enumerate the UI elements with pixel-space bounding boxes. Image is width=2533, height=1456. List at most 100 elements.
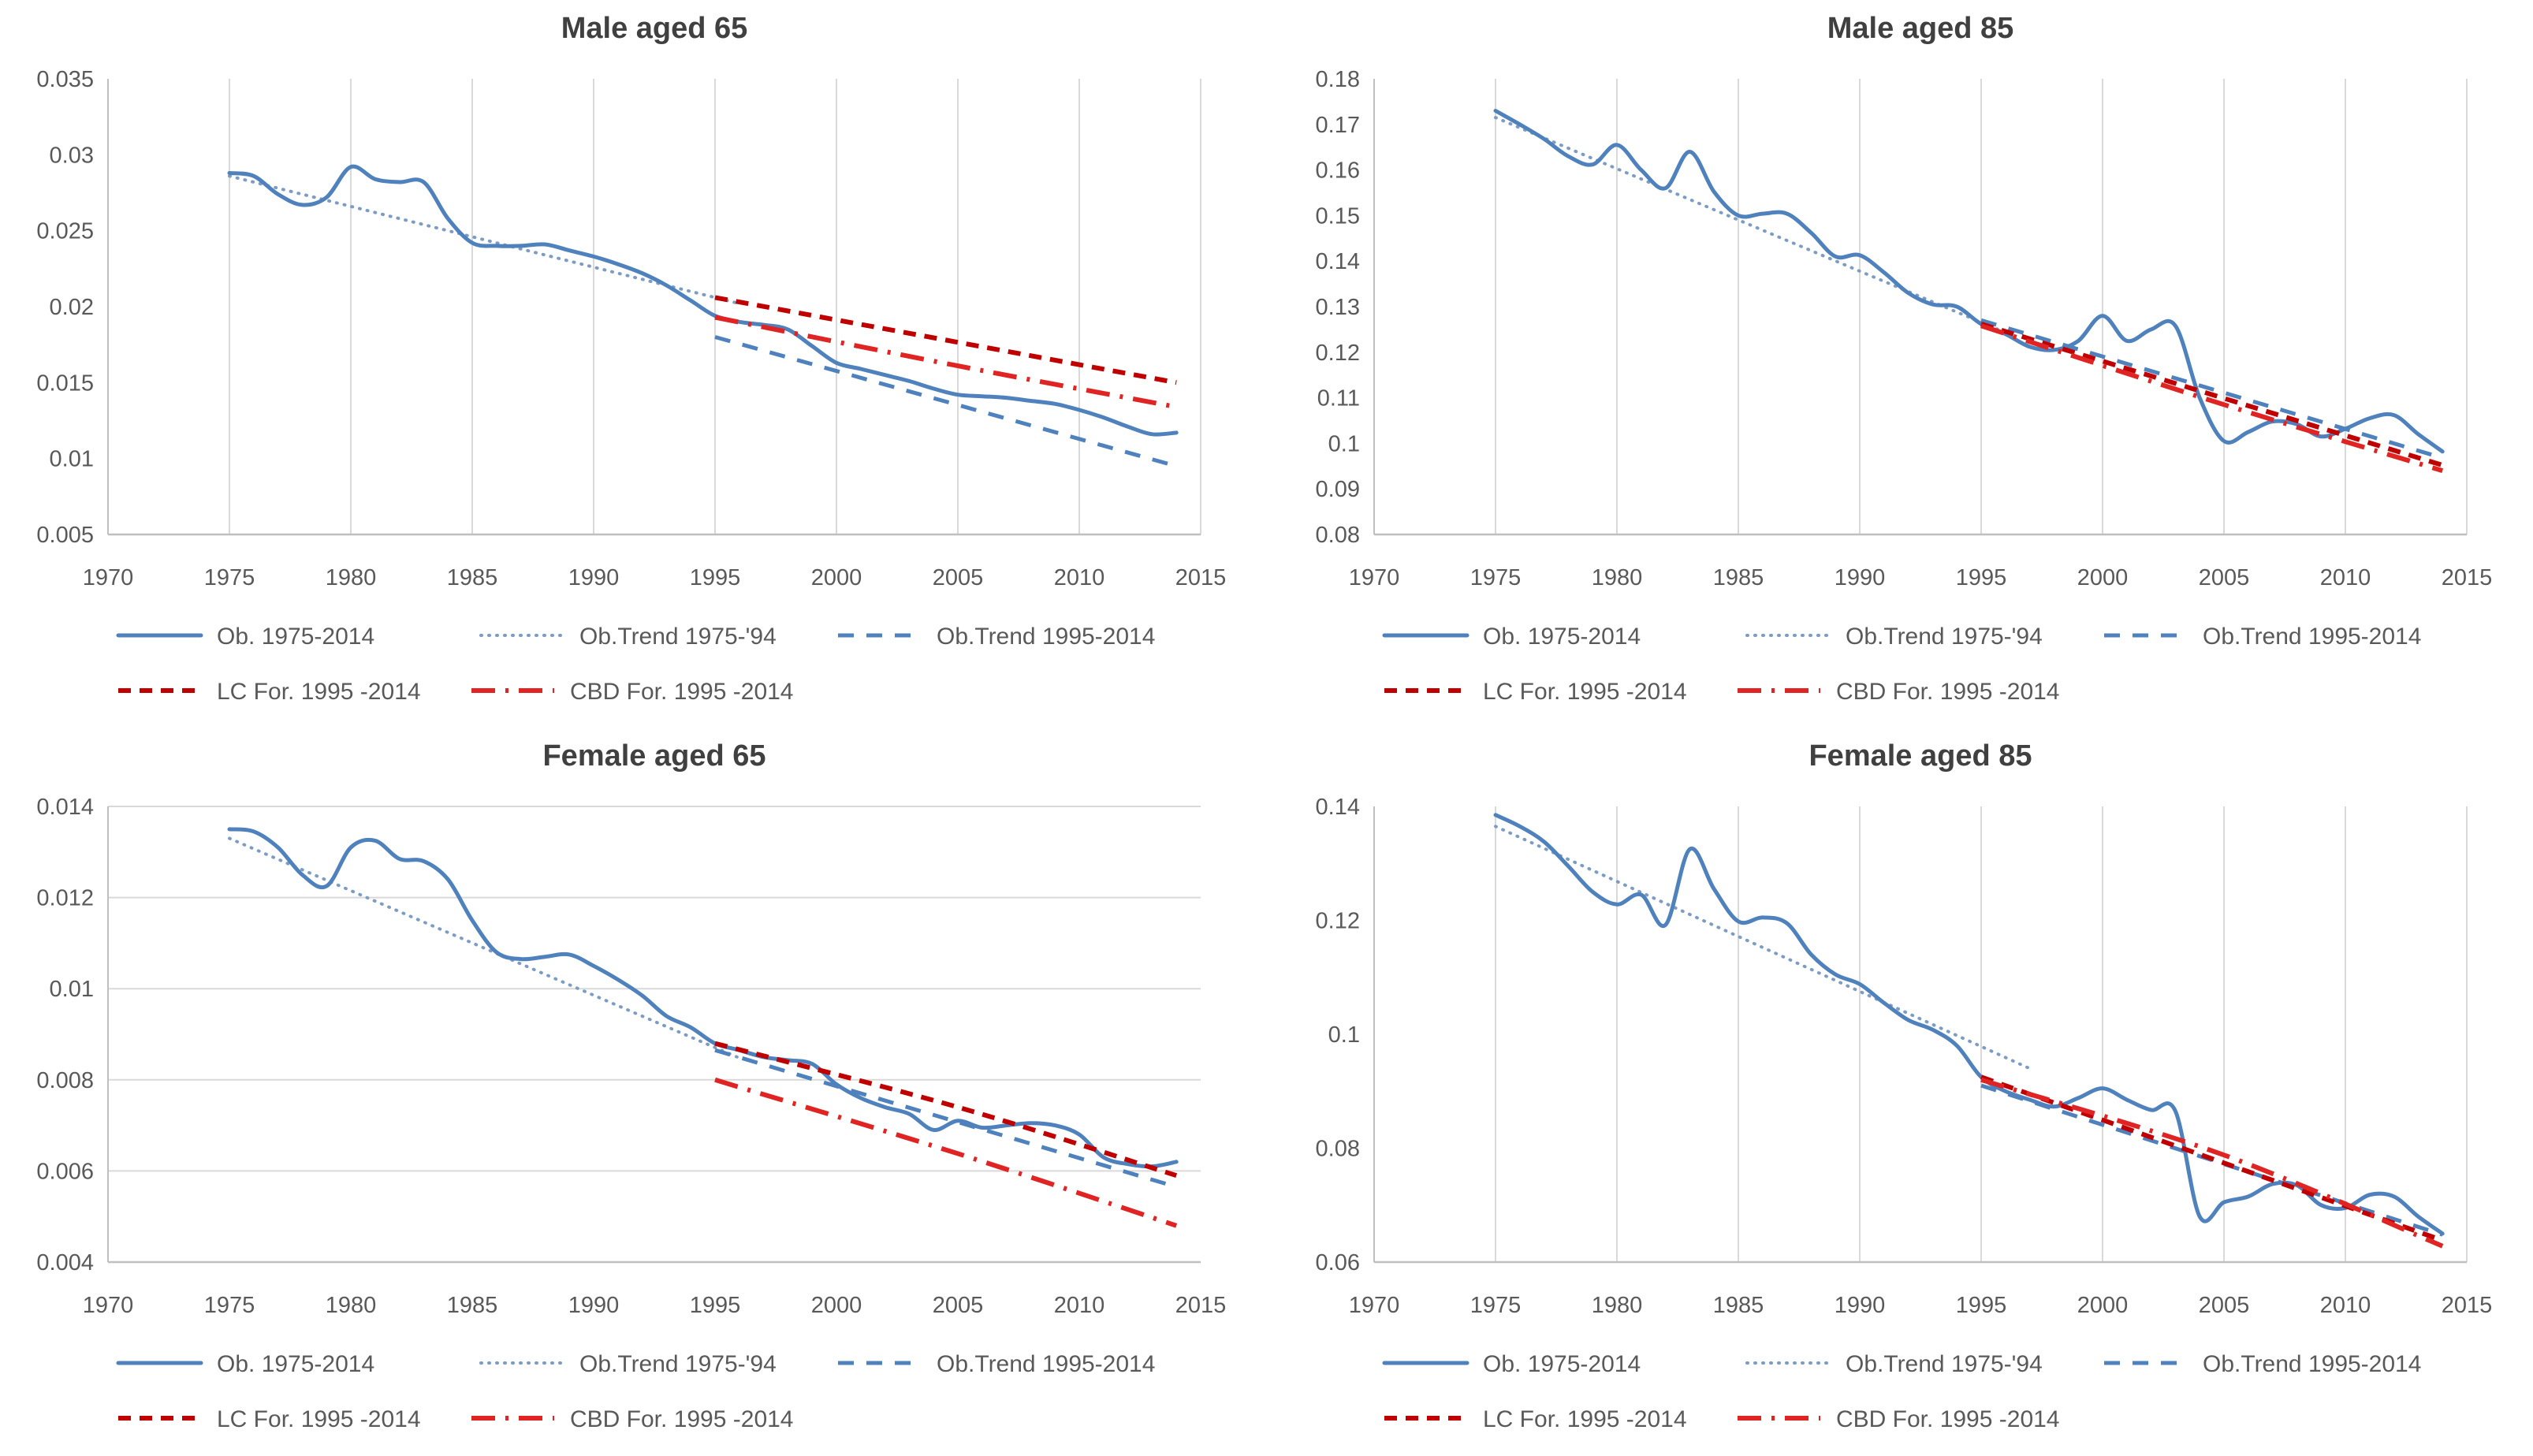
legend-label: LC For. 1995 -2014 <box>217 679 421 705</box>
legend-label: LC For. 1995 -2014 <box>217 1406 421 1432</box>
y-tick-label: 0.13 <box>1316 295 1360 320</box>
legend-item-ob-trend-1975-94: Ob.Trend 1975-'94 <box>479 624 777 650</box>
legend: Ob. 1975-2014 Ob.Trend 1975-'94 Ob.Trend 1… <box>116 624 1155 705</box>
y-tick-label: 0.014 <box>36 795 94 820</box>
x-tick-label: 1990 <box>1835 565 1886 590</box>
x-tick-label: 2015 <box>2442 565 2493 590</box>
y-tick-label: 0.006 <box>36 1159 94 1184</box>
legend-item-cbd-for-1995-2014: CBD For. 1995 -2014 <box>1738 679 2060 705</box>
y-axis-labels: 0.014 0.012 0.01 0.008 0.006 0.004 <box>36 795 94 1275</box>
y-tick-label: 0.03 <box>50 143 94 168</box>
series-line-ob-trend-1975-94 <box>228 174 741 306</box>
x-tick-label: 1975 <box>1470 565 1522 590</box>
x-tick-label: 2005 <box>2199 565 2250 590</box>
y-axis-labels: 0.18 0.17 0.16 0.15 0.14 0.13 0.12 0.11 0.1 0.09 0… <box>1316 67 1360 548</box>
x-tick-label: 2005 <box>933 565 984 590</box>
series-line-cbd-for-1995-2014 <box>1980 323 2444 473</box>
x-axis-labels: 1970 1975 1980 1985 1990 1995 2000 2005 2010 2015 <box>83 1293 1227 1318</box>
y-tick-label: 0.01 <box>50 977 94 1002</box>
y-tick-label: 0.02 <box>50 295 94 320</box>
legend: Ob. 1975-2014 Ob.Trend 1975-'94 Ob.Trend 1… <box>1382 1351 2421 1432</box>
y-tick-label: 0.005 <box>36 523 94 548</box>
legend-item-ob-trend-1975-94: Ob.Trend 1975-'94 <box>479 1351 777 1377</box>
gridlines <box>1495 806 2468 1262</box>
y-tick-label: 0.1 <box>1328 431 1360 456</box>
y-tick-label: 0.08 <box>1316 1137 1360 1162</box>
legend-label: CBD For. 1995 -2014 <box>1836 679 2060 705</box>
legend-label: Ob.Trend 1975-'94 <box>1846 624 2043 650</box>
legend-label: CBD For. 1995 -2014 <box>1836 1406 2060 1432</box>
legend: Ob. 1975-2014 Ob.Trend 1975-'94 Ob.Trend 1… <box>116 1351 1155 1432</box>
legend-item-ob-trend-1995-2014: Ob.Trend 1995-2014 <box>838 624 1155 650</box>
legend-label: Ob.Trend 1995-2014 <box>2203 624 2421 650</box>
chart-title: Female aged 85 <box>1808 739 2032 773</box>
y-tick-label: 0.15 <box>1316 203 1360 229</box>
legend-item-lc-for-1995-2014: LC For. 1995 -2014 <box>1384 679 1687 705</box>
x-tick-label: 1985 <box>447 565 498 590</box>
legend-item-ob-trend-1975-94: Ob.Trend 1975-'94 <box>1745 624 2043 650</box>
gridlines <box>229 79 1201 534</box>
series-line-ob-trend-1995-2014 <box>714 335 1177 468</box>
legend-label: LC For. 1995 -2014 <box>1483 679 1687 705</box>
chart-title: Male aged 65 <box>561 12 748 45</box>
legend-label: Ob. 1975-2014 <box>217 1351 374 1377</box>
series-line-lc-for-1995-2014 <box>714 1041 1178 1179</box>
series-line-ob-trend-1975-94 <box>1494 116 2007 334</box>
x-tick-label: 1985 <box>1713 1293 1764 1318</box>
legend-item-lc-for-1995-2014: LC For. 1995 -2014 <box>118 679 421 705</box>
chart-title: Female aged 65 <box>542 739 765 773</box>
series-line-ob-trend-1975-94 <box>1494 825 2032 1071</box>
chart-svg-male-aged-85: Male aged 850.180.170.160.150.140.130.12… <box>1316 12 2493 705</box>
y-tick-label: 0.18 <box>1316 67 1360 92</box>
y-tick-label: 0.1 <box>1328 1022 1360 1048</box>
x-tick-label: 1980 <box>326 1293 377 1318</box>
legend-label: Ob. 1975-2014 <box>1483 1351 1641 1377</box>
legend-label: CBD For. 1995 -2014 <box>570 679 794 705</box>
x-tick-label: 1980 <box>326 565 377 590</box>
x-tick-label: 1985 <box>447 1293 498 1318</box>
x-tick-label: 1990 <box>568 1293 620 1318</box>
legend-label: Ob.Trend 1995-2014 <box>937 624 1155 650</box>
x-tick-label: 1970 <box>83 1293 134 1318</box>
x-tick-label: 2000 <box>2077 1293 2129 1318</box>
chart-male-aged-65: Male aged 65 0.035 0.03 0.025 0.02 0.015 0.01 0… <box>0 0 1266 728</box>
legend-label: Ob.Trend 1995-2014 <box>937 1351 1155 1377</box>
y-tick-label: 0.16 <box>1316 158 1360 184</box>
x-tick-label: 2015 <box>1175 565 1227 590</box>
x-tick-label: 1995 <box>1956 1293 2007 1318</box>
x-tick-label: 1995 <box>690 565 741 590</box>
y-tick-label: 0.17 <box>1316 113 1360 138</box>
legend-item-ob-trend-1995-2014: Ob.Trend 1995-2014 <box>2104 1351 2421 1377</box>
series-line-ob-1975-2014 <box>1493 813 2445 1236</box>
legend-item-ob-trend-1995-2014: Ob.Trend 1995-2014 <box>2104 624 2421 650</box>
gridlines <box>1495 79 2468 534</box>
legend-label: LC For. 1995 -2014 <box>1483 1406 1687 1432</box>
y-tick-label: 0.12 <box>1316 341 1360 366</box>
y-tick-label: 0.004 <box>36 1250 94 1275</box>
legend-label: Ob. 1975-2014 <box>1483 624 1641 650</box>
legend-label: Ob.Trend 1975-'94 <box>579 624 777 650</box>
series-line-cbd-for-1995-2014 <box>1980 1077 2444 1249</box>
x-tick-label: 2015 <box>1175 1293 1227 1318</box>
series-line-lc-for-1995-2014 <box>1980 1074 2444 1243</box>
y-tick-label: 0.08 <box>1316 523 1360 548</box>
legend-item-ob-1975-2014: Ob. 1975-2014 <box>1382 624 1641 650</box>
legend-item-ob-1975-2014: Ob. 1975-2014 <box>1382 1351 1641 1377</box>
x-tick-label: 1975 <box>1470 1293 1522 1318</box>
x-tick-label: 1975 <box>204 1293 255 1318</box>
legend-item-ob-trend-1995-2014: Ob.Trend 1995-2014 <box>838 1351 1155 1377</box>
chart-female-aged-85: Female aged 85 0.14 0.12 0.1 0.08 0.06 1970 197… <box>1266 728 2533 1456</box>
x-tick-label: 2005 <box>2199 1293 2250 1318</box>
series-lines <box>1493 813 2445 1249</box>
legend-item-cbd-for-1995-2014: CBD For. 1995 -2014 <box>471 679 794 705</box>
y-tick-label: 0.025 <box>36 219 94 244</box>
y-axis-labels: 0.035 0.03 0.025 0.02 0.015 0.01 0.005 <box>36 67 94 548</box>
legend-label: CBD For. 1995 -2014 <box>570 1406 794 1432</box>
legend-item-cbd-for-1995-2014: CBD For. 1995 -2014 <box>471 1406 794 1432</box>
series-lines <box>227 164 1179 468</box>
y-tick-label: 0.06 <box>1316 1250 1360 1275</box>
series-line-ob-1975-2014 <box>227 827 1179 1169</box>
x-tick-label: 1970 <box>83 565 134 590</box>
